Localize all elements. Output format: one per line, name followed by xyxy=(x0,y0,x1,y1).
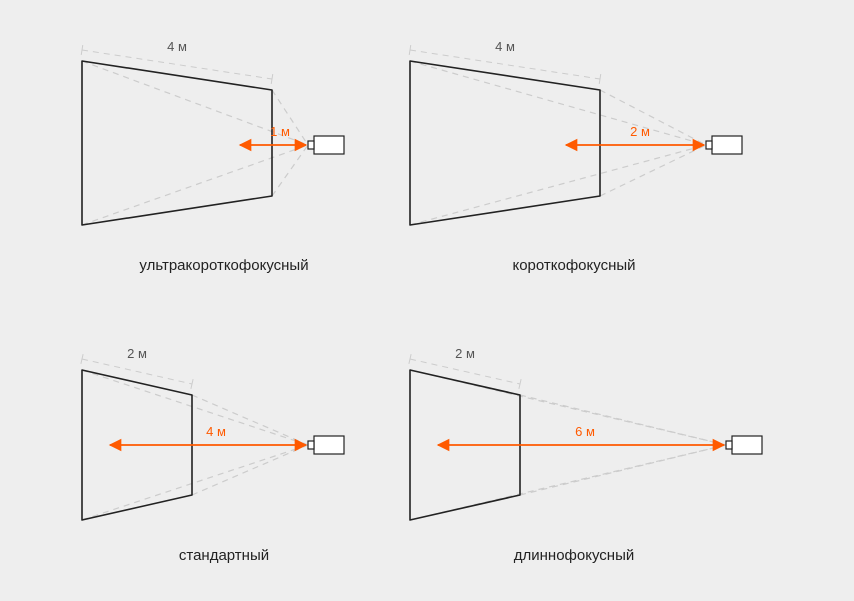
panel-caption: длиннофокусный xyxy=(514,547,634,564)
projector-throw-diagram: 4 м 1 м ультракороткофокусный 4 м 2 м коротко… xyxy=(0,0,854,601)
screen-width-label: 2 м xyxy=(455,346,475,361)
projector-lens xyxy=(308,441,314,449)
panel-caption: стандартный xyxy=(179,547,269,564)
projector-lens xyxy=(308,141,314,149)
projector-body xyxy=(314,436,344,454)
screen-width-label: 2 м xyxy=(127,346,147,361)
projector-lens xyxy=(706,141,712,149)
panel-caption: ультракороткофокусный xyxy=(139,257,308,274)
projector-body xyxy=(314,136,344,154)
screen-width-label: 4 м xyxy=(167,39,187,54)
projector-lens xyxy=(726,441,732,449)
screen-width-label: 4 м xyxy=(495,39,515,54)
panel-caption: короткофокусный xyxy=(512,257,635,274)
throw-distance-label: 1 м xyxy=(270,124,290,139)
throw-distance-label: 2 м xyxy=(630,124,650,139)
projector-body xyxy=(732,436,762,454)
projector-body xyxy=(712,136,742,154)
throw-distance-label: 4 м xyxy=(206,424,226,439)
throw-distance-label: 6 м xyxy=(575,424,595,439)
